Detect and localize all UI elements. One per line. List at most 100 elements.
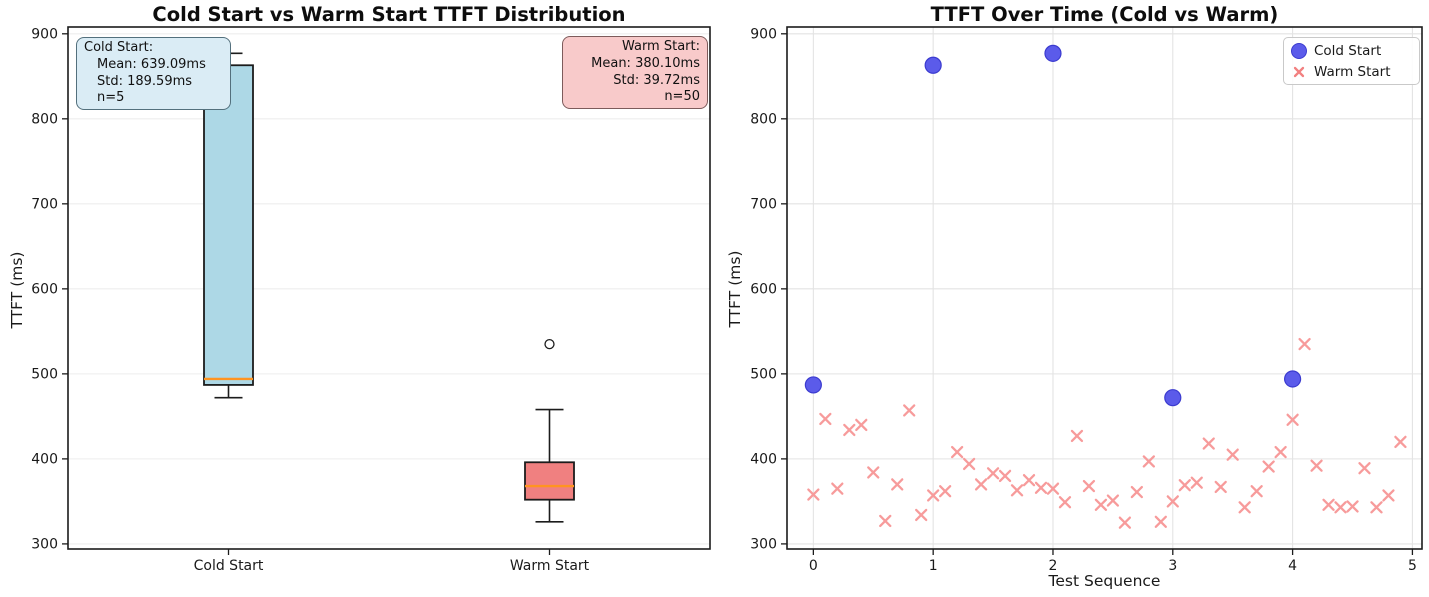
right-axis-ticks	[781, 33, 1414, 555]
svg-text:500: 500	[31, 367, 58, 383]
right-x-axis-label: Test Sequence	[1048, 572, 1161, 590]
legend-label-warm: Warm Start	[1314, 63, 1391, 80]
warm-scatter-point	[1166, 495, 1179, 508]
svg-text:900: 900	[750, 27, 777, 43]
cold-scatter-point	[1164, 389, 1182, 407]
warm-scatter-point	[974, 478, 988, 491]
warm-scatter-point	[1046, 482, 1060, 495]
svg-text:4: 4	[1288, 558, 1297, 574]
warm-scatter-point	[1358, 462, 1371, 475]
svg-text:400: 400	[31, 452, 58, 468]
cold-stats-line: n=5	[97, 90, 125, 106]
warm-scatter-point	[1322, 498, 1335, 511]
cold-stats-line: Mean: 639.09ms	[97, 56, 206, 72]
legend: Cold Start Warm Start	[1283, 37, 1420, 85]
cold-stats-line: Cold Start:	[84, 40, 154, 55]
cold-start-stats-box: Cold Start: Mean: 639.09ms Std: 189.59ms…	[76, 37, 231, 111]
warm-scatter-point	[1034, 481, 1048, 494]
svg-text:600: 600	[31, 282, 58, 298]
cold-start-scatter-points	[804, 44, 1302, 407]
warm-scatter-point	[1142, 455, 1155, 468]
svg-text:5: 5	[1408, 558, 1417, 574]
svg-text:600: 600	[750, 282, 777, 298]
warm-scatter-point	[903, 404, 916, 417]
warm-start-scatter-points	[807, 337, 1407, 529]
warm-scatter-point	[1022, 473, 1036, 487]
warm-scatter-point	[1058, 496, 1072, 509]
cold-scatter-point	[804, 376, 822, 394]
left-plot-title: Cold Start vs Warm Start TTFT Distributi…	[152, 3, 626, 26]
legend-row-warm: Warm Start	[1284, 61, 1419, 82]
legend-label-cold: Cold Start	[1314, 42, 1382, 59]
warm-scatter-point	[927, 489, 940, 502]
warm-scatter-point	[1094, 498, 1108, 511]
cold-scatter-point	[924, 56, 942, 74]
warm-stats-line: Warm Start:	[621, 39, 700, 54]
warm-scatter-point	[1262, 460, 1275, 473]
warm-scatter-point	[1214, 480, 1227, 494]
warm-scatter-point	[1226, 448, 1239, 461]
cold-stats-line: Std: 189.59ms	[97, 73, 193, 89]
warm-scatter-point	[1010, 484, 1024, 497]
warm-start-stats-box: Warm Start: Mean: 380.10ms Std: 39.72ms …	[562, 36, 708, 110]
right-plot-title: TTFT Over Time (Cold vs Warm)	[930, 3, 1279, 26]
left-plot: 900 800 700 600 500 400 300 Cold Start Warm Star…	[31, 26, 711, 574]
warm-scatter-point	[1382, 489, 1395, 502]
warm-box	[524, 338, 575, 523]
warm-scatter-point	[1238, 501, 1251, 514]
warm-scatter-point	[962, 457, 976, 471]
svg-text:Cold Start: Cold Start	[194, 558, 264, 574]
cold-box	[203, 52, 254, 399]
warm-scatter-point	[1346, 500, 1359, 513]
left-axis-tick-labels: 900 800 700 600 500 400 300 Cold Start Warm Star…	[31, 27, 589, 574]
warm-scatter-point	[998, 469, 1012, 483]
warm-scatter-point	[1106, 494, 1120, 507]
warm-scatter-point	[831, 482, 844, 495]
warm-scatter-point	[1298, 337, 1311, 351]
outlier-point	[544, 338, 555, 350]
warm-scatter-point	[1118, 516, 1132, 529]
cold-scatter-point	[1044, 44, 1062, 62]
legend-row-cold: Cold Start	[1284, 40, 1419, 61]
warm-scatter-point	[986, 467, 1000, 480]
warm-scatter-point	[1334, 501, 1347, 514]
left-axis-ticks	[62, 33, 551, 555]
warm-scatter-point	[891, 478, 904, 491]
warm-scatter-point	[879, 514, 892, 528]
cold-start-legend-marker-icon	[1284, 42, 1314, 60]
warm-stats-line: Std: 39.72ms	[613, 72, 700, 88]
cold-scatter-point	[1284, 370, 1302, 388]
warm-scatter-point	[1154, 515, 1167, 528]
warm-scatter-point	[1274, 445, 1287, 459]
warm-scatter-point	[1310, 459, 1323, 472]
warm-scatter-point	[867, 466, 880, 479]
warm-scatter-point	[819, 412, 832, 426]
svg-text:800: 800	[31, 112, 58, 128]
right-axis-tick-labels: 900 800 700 600 500 400 300 0 1 2 3 4 5	[750, 27, 1417, 574]
svg-text:1: 1	[929, 558, 938, 574]
svg-text:900: 900	[31, 27, 58, 43]
warm-scatter-point	[1082, 479, 1096, 493]
warm-scatter-point	[939, 485, 952, 498]
svg-text:2: 2	[1049, 558, 1058, 574]
svg-text:300: 300	[31, 537, 58, 553]
right-gridlines	[787, 27, 1422, 549]
svg-text:700: 700	[750, 197, 777, 213]
warm-scatter-point	[1286, 413, 1299, 426]
warm-stats-line: n=50	[664, 89, 700, 105]
warm-scatter-point	[950, 445, 964, 459]
svg-text:Warm Start: Warm Start	[510, 558, 590, 574]
svg-text:400: 400	[750, 452, 777, 468]
warm-scatter-point	[843, 423, 856, 437]
svg-text:300: 300	[750, 537, 777, 553]
svg-text:3: 3	[1168, 558, 1177, 574]
warm-scatter-point	[807, 488, 820, 501]
warm-scatter-point	[1178, 479, 1191, 492]
warm-stats-line: Mean: 380.10ms	[591, 55, 700, 71]
warm-scatter-point	[1070, 429, 1084, 443]
svg-text:700: 700	[31, 197, 58, 213]
warm-scatter-point	[1202, 437, 1215, 450]
warm-scatter-point	[1250, 485, 1263, 498]
